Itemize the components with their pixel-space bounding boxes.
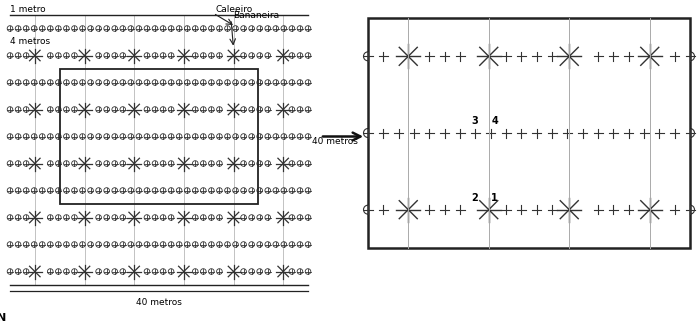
Text: 40 metros: 40 metros xyxy=(312,137,358,146)
Text: 2: 2 xyxy=(471,193,478,203)
Text: 1: 1 xyxy=(491,193,498,203)
Text: 40 metros: 40 metros xyxy=(136,298,182,307)
Text: 4: 4 xyxy=(491,116,498,126)
Bar xyxy=(60,69,259,204)
Text: Bananeira: Bananeira xyxy=(233,11,279,20)
Text: 1 metro: 1 metro xyxy=(10,5,45,14)
Bar xyxy=(368,18,690,248)
Text: N: N xyxy=(0,313,7,323)
Text: 4 metros: 4 metros xyxy=(10,38,50,47)
Text: 3: 3 xyxy=(471,116,478,126)
Text: Caleeiro: Caleeiro xyxy=(215,5,252,14)
